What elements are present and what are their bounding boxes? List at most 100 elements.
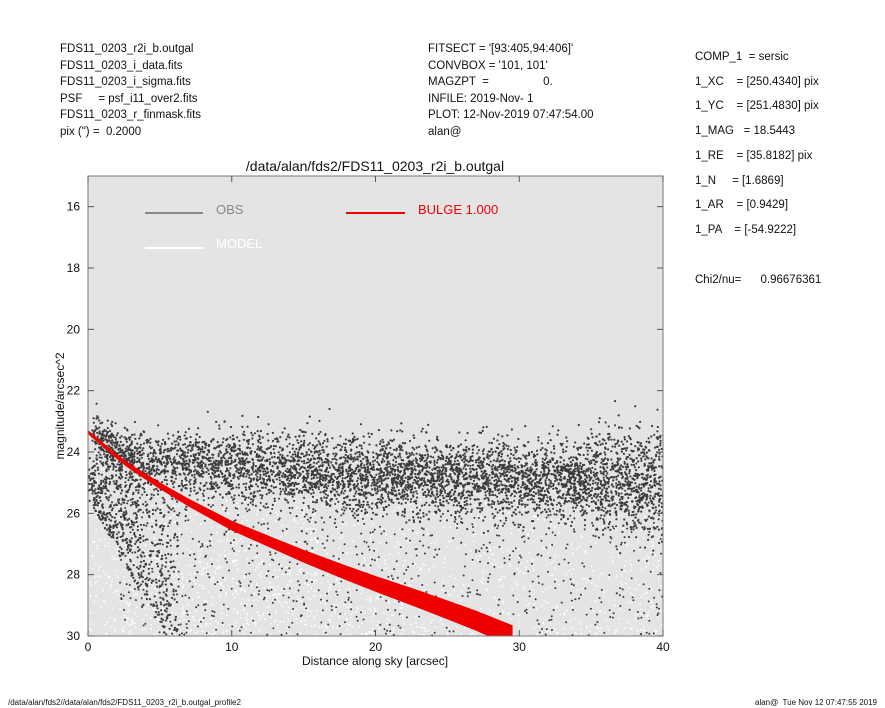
model-point — [169, 630, 171, 632]
obs-point — [500, 483, 503, 486]
obs-point — [635, 536, 638, 539]
obs-point — [664, 494, 666, 496]
obs-point — [519, 523, 522, 527]
obs-point — [362, 457, 365, 460]
obs-point — [311, 511, 314, 514]
model-point — [200, 523, 202, 525]
model-point — [357, 607, 359, 610]
obs-point — [638, 505, 641, 509]
model-point — [659, 609, 662, 612]
obs-point — [241, 450, 244, 453]
obs-point — [668, 486, 670, 488]
model-point — [554, 606, 557, 609]
model-point — [292, 614, 294, 616]
obs-point — [370, 517, 373, 521]
obs-point — [344, 438, 347, 441]
model-point — [154, 557, 157, 559]
obs-point — [546, 442, 550, 445]
obs-point — [383, 452, 386, 455]
model-point — [290, 610, 293, 613]
model-point — [129, 642, 131, 644]
model-point — [393, 600, 396, 603]
model-point — [197, 596, 200, 599]
model-point — [304, 503, 307, 506]
obs-point — [293, 450, 296, 453]
obs-point — [394, 457, 397, 460]
model-point — [300, 599, 303, 602]
obs-point — [172, 434, 175, 437]
model-point — [181, 615, 184, 617]
model-point — [197, 561, 200, 563]
obs-point — [302, 434, 305, 437]
model-point — [249, 584, 252, 587]
obs-point — [579, 462, 582, 465]
model-point — [594, 584, 597, 587]
obs-point — [382, 441, 385, 444]
obs-point — [582, 491, 585, 494]
model-point — [523, 572, 525, 575]
obs-point — [476, 445, 479, 448]
obs-point — [658, 452, 661, 455]
obs-point — [644, 464, 647, 467]
obs-point — [265, 493, 268, 496]
obs-point — [194, 478, 197, 481]
model-point — [421, 623, 424, 626]
model-point — [253, 541, 256, 544]
model-point — [265, 514, 268, 517]
model-point — [420, 626, 422, 629]
obs-point — [566, 440, 569, 443]
obs-point — [608, 522, 611, 526]
model-point — [236, 568, 239, 571]
obs-point — [183, 484, 186, 487]
obs-point — [446, 478, 449, 481]
obs-point — [549, 520, 552, 523]
model-point — [335, 626, 338, 629]
obs-point — [548, 478, 551, 481]
obs-point — [315, 462, 318, 465]
model-point — [286, 584, 289, 586]
obs-point — [535, 473, 538, 476]
obs-point — [440, 482, 443, 485]
model-point — [657, 616, 659, 619]
obs-point — [444, 485, 447, 488]
obs-point — [487, 476, 490, 479]
obs-point — [293, 499, 296, 502]
model-point — [258, 553, 261, 556]
obs-point — [550, 473, 553, 476]
model-point — [315, 496, 318, 499]
model-point — [288, 496, 291, 498]
model-point — [324, 603, 327, 605]
model-point — [523, 586, 526, 588]
model-point — [269, 633, 272, 636]
model-point — [552, 489, 555, 492]
model-point — [321, 612, 324, 614]
model-point — [337, 578, 340, 580]
model-point — [238, 511, 240, 514]
model-point — [384, 562, 387, 565]
obs-point — [482, 531, 485, 535]
model-point — [423, 589, 426, 592]
model-point — [165, 498, 168, 500]
model-point — [576, 589, 579, 592]
obs-point — [524, 488, 528, 491]
obs-point — [408, 452, 411, 455]
model-point — [639, 549, 641, 551]
obs-point — [239, 466, 242, 469]
model-point — [374, 609, 377, 611]
obs-point — [537, 436, 540, 439]
model-point — [316, 609, 318, 612]
model-point — [403, 559, 406, 562]
obs-point — [415, 490, 418, 493]
model-point — [293, 609, 296, 612]
model-point — [178, 491, 180, 494]
obs-point — [264, 459, 267, 462]
obs-point — [131, 433, 134, 436]
model-point — [235, 564, 237, 566]
obs-point — [344, 457, 347, 460]
model-point — [227, 512, 230, 515]
model-point — [411, 579, 413, 582]
model-point — [377, 620, 380, 623]
model-point — [312, 581, 315, 584]
model-point — [369, 631, 372, 633]
model-point — [580, 534, 583, 537]
